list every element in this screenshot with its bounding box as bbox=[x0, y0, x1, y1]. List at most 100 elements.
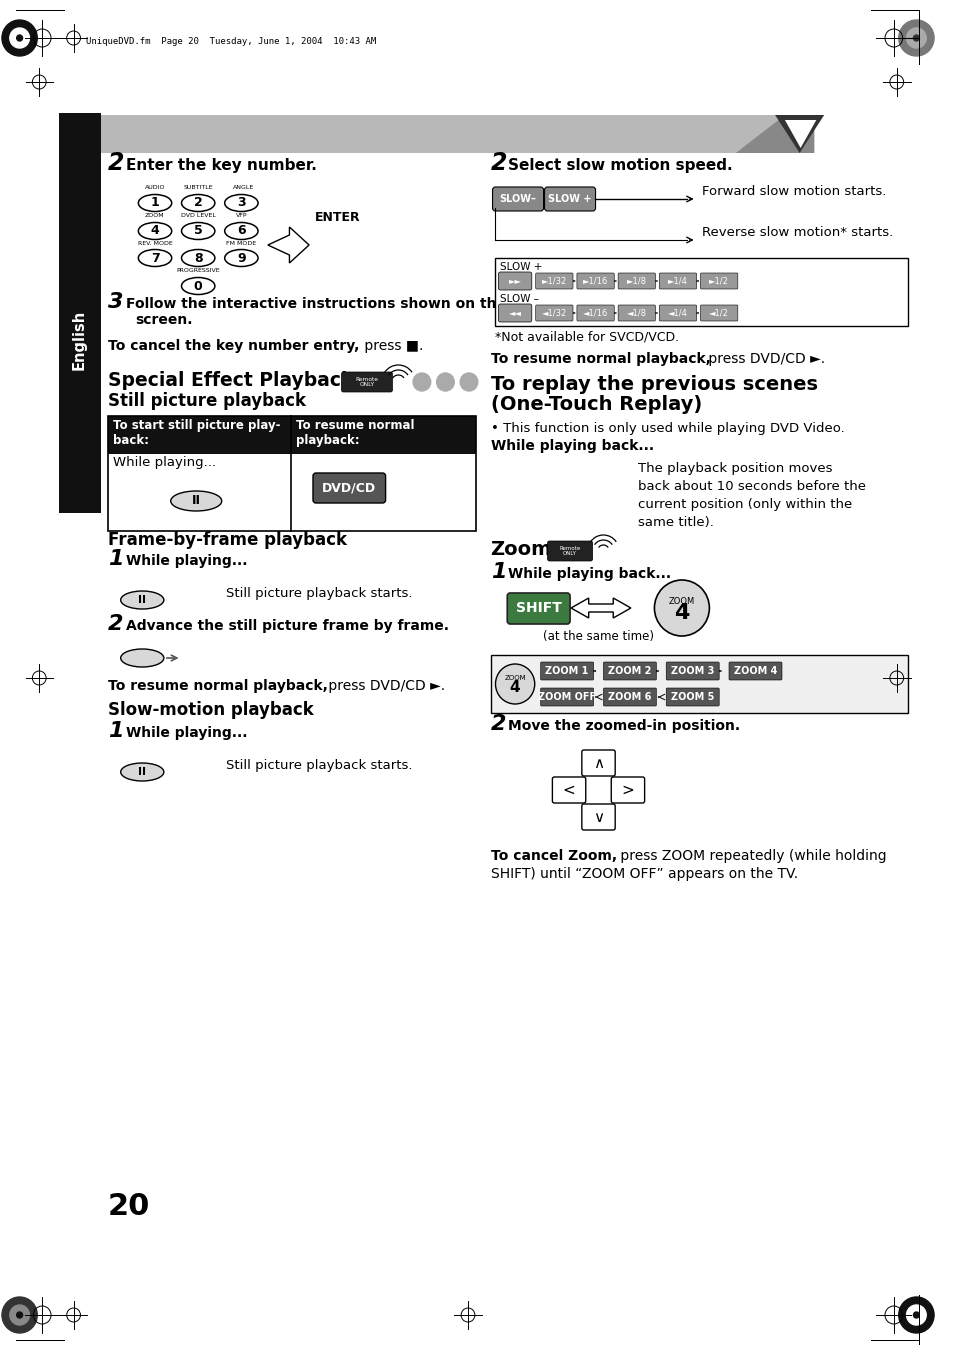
FancyBboxPatch shape bbox=[700, 273, 737, 289]
FancyBboxPatch shape bbox=[507, 593, 570, 624]
Text: While playing...: While playing... bbox=[126, 725, 247, 740]
Circle shape bbox=[16, 1312, 23, 1319]
Text: Remote
ONLY: Remote ONLY bbox=[355, 377, 378, 388]
Text: Frame-by-frame playback: Frame-by-frame playback bbox=[108, 531, 347, 549]
Text: VFP: VFP bbox=[235, 213, 247, 218]
Text: same title).: same title). bbox=[638, 516, 713, 530]
Text: While playing...: While playing... bbox=[126, 554, 247, 567]
Text: UniqueDVD.fm  Page 20  Tuesday, June 1, 2004  10:43 AM: UniqueDVD.fm Page 20 Tuesday, June 1, 20… bbox=[87, 38, 376, 46]
FancyBboxPatch shape bbox=[341, 372, 392, 392]
FancyBboxPatch shape bbox=[544, 186, 595, 211]
Text: press ■.: press ■. bbox=[359, 339, 423, 353]
Text: Remote
ONLY: Remote ONLY bbox=[558, 546, 580, 557]
Circle shape bbox=[905, 28, 925, 49]
FancyBboxPatch shape bbox=[577, 305, 614, 322]
Text: To cancel Zoom,: To cancel Zoom, bbox=[490, 848, 616, 863]
FancyBboxPatch shape bbox=[665, 688, 719, 707]
Text: Still picture playback: Still picture playback bbox=[108, 392, 306, 409]
FancyBboxPatch shape bbox=[552, 777, 585, 802]
Text: 0: 0 bbox=[193, 280, 202, 293]
Text: ◄1/32: ◄1/32 bbox=[541, 308, 566, 317]
FancyBboxPatch shape bbox=[618, 273, 655, 289]
Text: Enter the key number.: Enter the key number. bbox=[126, 158, 316, 173]
Text: ◄1/8: ◄1/8 bbox=[626, 308, 646, 317]
FancyBboxPatch shape bbox=[547, 540, 592, 561]
Text: The playback position moves: The playback position moves bbox=[638, 462, 831, 476]
Text: ZOOM OFF: ZOOM OFF bbox=[537, 692, 596, 703]
Text: 4: 4 bbox=[509, 681, 520, 696]
Text: ◄1/4: ◄1/4 bbox=[667, 308, 687, 317]
Text: Forward slow motion starts.: Forward slow motion starts. bbox=[700, 185, 885, 199]
FancyBboxPatch shape bbox=[581, 804, 615, 830]
Ellipse shape bbox=[121, 648, 164, 667]
Text: AUDIO: AUDIO bbox=[145, 185, 165, 190]
Text: 9: 9 bbox=[236, 251, 246, 265]
Ellipse shape bbox=[181, 223, 214, 239]
Text: <: < bbox=[562, 782, 575, 797]
Text: playback:: playback: bbox=[296, 434, 359, 447]
Text: current position (only within the: current position (only within the bbox=[638, 499, 851, 511]
FancyBboxPatch shape bbox=[603, 662, 656, 680]
Circle shape bbox=[10, 28, 30, 49]
FancyBboxPatch shape bbox=[536, 273, 573, 289]
Text: REV. MODE: REV. MODE bbox=[137, 240, 172, 246]
Text: ►1/32: ►1/32 bbox=[541, 277, 566, 285]
Text: PROGRESSIVE: PROGRESSIVE bbox=[176, 267, 220, 273]
Text: To replay the previous scenes: To replay the previous scenes bbox=[490, 376, 817, 394]
Ellipse shape bbox=[138, 223, 172, 239]
Text: (at the same time): (at the same time) bbox=[542, 630, 654, 643]
FancyBboxPatch shape bbox=[497, 272, 531, 290]
FancyBboxPatch shape bbox=[659, 305, 696, 322]
Text: 2: 2 bbox=[193, 196, 202, 209]
Text: 3: 3 bbox=[236, 196, 246, 209]
Text: FM MODE: FM MODE bbox=[226, 240, 256, 246]
Text: back:: back: bbox=[112, 434, 149, 447]
Circle shape bbox=[436, 373, 454, 390]
Ellipse shape bbox=[138, 195, 172, 212]
Text: ∧: ∧ bbox=[593, 755, 603, 770]
Text: ANGLE: ANGLE bbox=[233, 185, 253, 190]
Text: ZOOM: ZOOM bbox=[504, 676, 525, 681]
Ellipse shape bbox=[181, 250, 214, 266]
Ellipse shape bbox=[181, 195, 214, 212]
Ellipse shape bbox=[121, 763, 164, 781]
FancyBboxPatch shape bbox=[313, 473, 385, 503]
Text: SLOW –: SLOW – bbox=[500, 295, 538, 304]
Text: press DVD/CD ►.: press DVD/CD ►. bbox=[703, 353, 824, 366]
Text: Slow-motion playback: Slow-motion playback bbox=[108, 701, 314, 719]
Ellipse shape bbox=[181, 277, 214, 295]
Text: II: II bbox=[138, 594, 146, 605]
FancyBboxPatch shape bbox=[618, 305, 655, 322]
Circle shape bbox=[913, 35, 919, 41]
Text: 4: 4 bbox=[674, 603, 689, 623]
Text: press DVD/CD ►.: press DVD/CD ►. bbox=[323, 680, 444, 693]
Text: Still picture playback starts.: Still picture playback starts. bbox=[226, 586, 412, 600]
Text: ZOOM 1: ZOOM 1 bbox=[545, 666, 588, 676]
Circle shape bbox=[459, 373, 477, 390]
Text: ◄◄: ◄◄ bbox=[508, 308, 521, 317]
Text: ZOOM 6: ZOOM 6 bbox=[608, 692, 651, 703]
Text: DVD LEVEL: DVD LEVEL bbox=[180, 213, 215, 218]
Text: ZOOM 2: ZOOM 2 bbox=[608, 666, 651, 676]
Text: SLOW +: SLOW + bbox=[500, 262, 542, 272]
Text: To start still picture play-: To start still picture play- bbox=[112, 419, 280, 432]
FancyBboxPatch shape bbox=[700, 305, 737, 322]
Text: Move the zoomed-in position.: Move the zoomed-in position. bbox=[508, 719, 740, 734]
Ellipse shape bbox=[138, 250, 172, 266]
Circle shape bbox=[654, 580, 709, 636]
Circle shape bbox=[898, 1297, 933, 1333]
FancyBboxPatch shape bbox=[577, 273, 614, 289]
Text: II: II bbox=[192, 494, 200, 508]
Text: 1: 1 bbox=[108, 549, 123, 569]
Text: ENTER: ENTER bbox=[314, 211, 360, 224]
Text: II: II bbox=[138, 767, 146, 777]
Text: Advance the still picture frame by frame.: Advance the still picture frame by frame… bbox=[126, 619, 448, 634]
Text: ◄1/16: ◄1/16 bbox=[582, 308, 608, 317]
Text: back about 10 seconds before the: back about 10 seconds before the bbox=[638, 480, 864, 493]
Text: >: > bbox=[621, 782, 634, 797]
Circle shape bbox=[2, 20, 37, 55]
Polygon shape bbox=[268, 227, 309, 263]
Text: SUBTITLE: SUBTITLE bbox=[183, 185, 213, 190]
Text: ZOOM: ZOOM bbox=[145, 213, 165, 218]
Circle shape bbox=[913, 1312, 919, 1319]
